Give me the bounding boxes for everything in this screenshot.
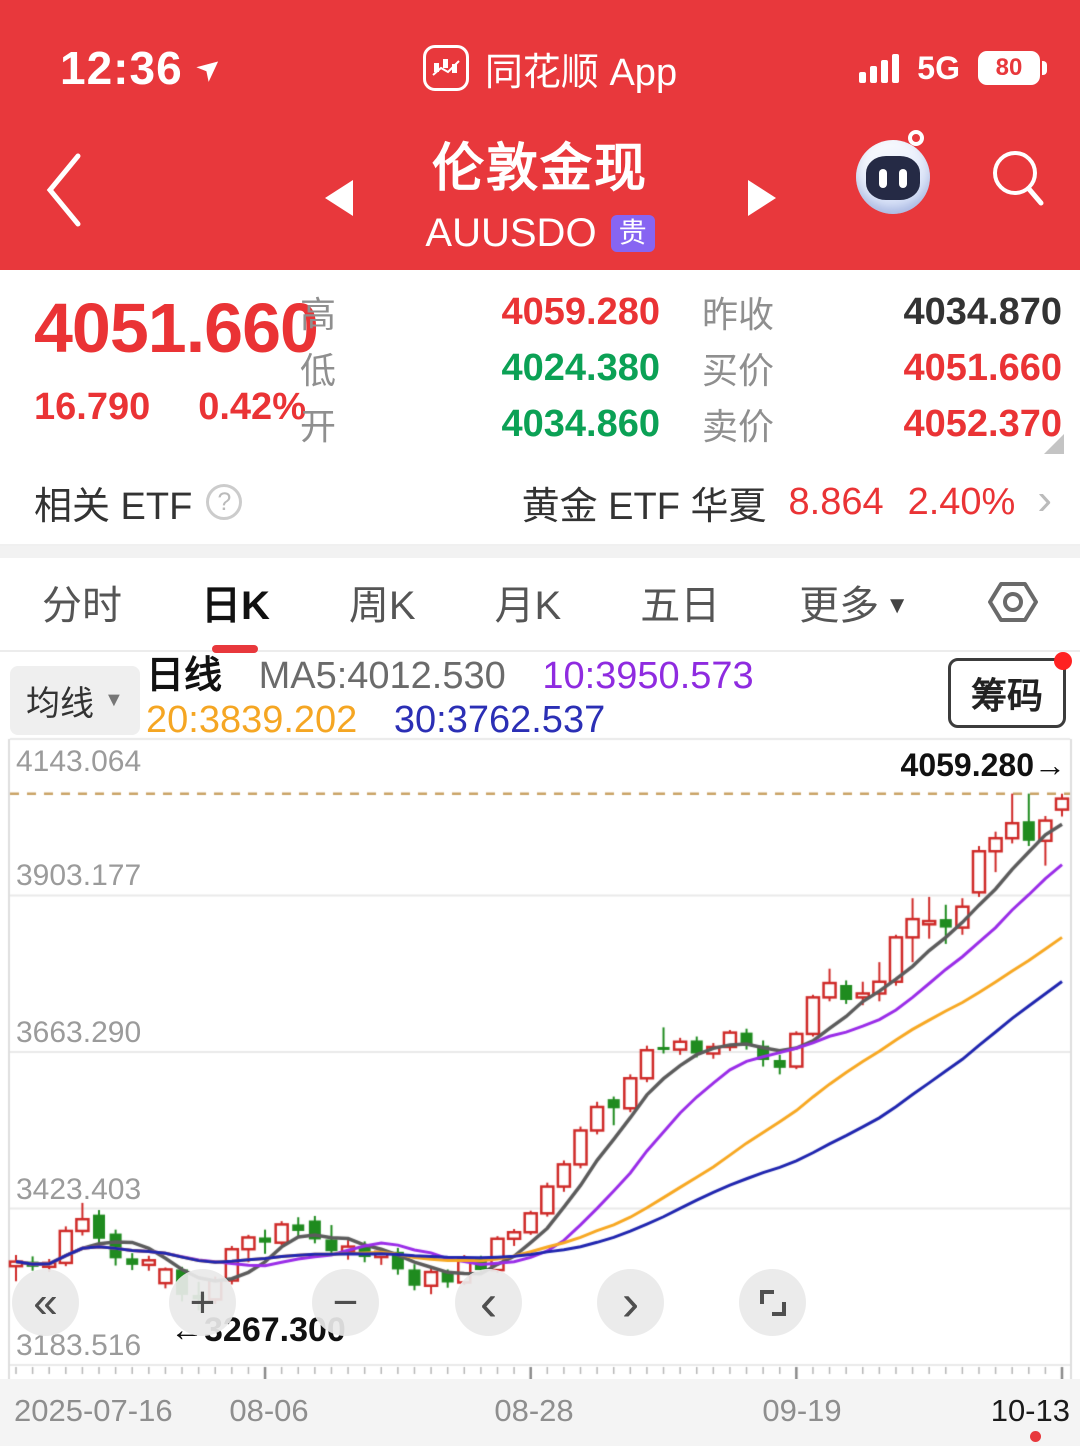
search-icon[interactable] xyxy=(988,146,1050,217)
plus-icon: + xyxy=(189,1277,216,1327)
app-name: 同花顺 App xyxy=(484,51,678,94)
chart-canvas[interactable] xyxy=(0,737,1080,1379)
prev-stock-button[interactable] xyxy=(325,180,353,216)
x-axis-date-current: 10-13 xyxy=(990,1393,1070,1428)
legend-ma10: 10:3950.573 xyxy=(542,655,754,697)
tab-five-day[interactable]: 五日 xyxy=(640,584,721,628)
legend-ma30: 30:3762.537 xyxy=(393,699,606,741)
chart-settings-gear-icon[interactable] xyxy=(987,575,1038,634)
quote-grid: 高 4059.280 昨收 4034.870 低 4024.380 买价 405… xyxy=(300,284,1062,452)
pan-left-button[interactable]: ‹ xyxy=(455,1269,522,1336)
tab-weekly-k[interactable]: 周K xyxy=(348,584,416,628)
rewind-button[interactable]: « xyxy=(12,1269,79,1336)
section-divider xyxy=(0,546,1080,558)
location-arrow-icon: ➤ xyxy=(188,47,230,89)
expand-corner-icon[interactable] xyxy=(1044,434,1064,454)
network-type: 5G xyxy=(917,49,960,86)
market-tag-badge: 贵 xyxy=(610,215,655,252)
x-axis-date: 08-06 xyxy=(229,1393,309,1428)
legend-ma5: MA5:4012.530 xyxy=(258,655,506,697)
ai-assistant-icon[interactable] xyxy=(856,130,930,214)
field-label: 卖价 xyxy=(702,406,775,447)
related-etf-row[interactable]: 相关 ETF ? 黄金 ETF 华夏 8.864 2.40% › xyxy=(0,460,1080,546)
ask-value: 4052.370 xyxy=(903,402,1063,445)
rewind-icon: « xyxy=(33,1277,58,1327)
back-button[interactable] xyxy=(40,148,86,237)
field-label: 低 xyxy=(300,350,337,391)
field-label: 开 xyxy=(300,406,337,447)
current-day-dot xyxy=(1030,1431,1041,1442)
status-bar: 12:36 ➤ 同花顺 App 5G 80 xyxy=(0,0,1080,118)
caret-down-icon: ▼ xyxy=(104,689,124,711)
chips-distribution-button[interactable]: 筹码 xyxy=(947,652,1072,728)
legend-ma20: 20:3839.202 xyxy=(146,699,358,741)
page-title: 伦敦金现 xyxy=(431,140,648,198)
chevron-right-icon: › xyxy=(621,1273,640,1332)
kline-chart: 4143.064 3903.177 3663.290 3423.403 3183… xyxy=(0,737,1080,1379)
nav-bar: 伦敦金现 AUUSDO 贵 xyxy=(0,118,1080,270)
symbol-code: AUUSDO xyxy=(425,211,597,255)
pan-right-button[interactable]: › xyxy=(597,1269,664,1336)
tab-more[interactable]: 更多 ▼ xyxy=(799,584,909,628)
prev-close-value: 4034.870 xyxy=(903,290,1063,333)
fullscreen-icon xyxy=(759,1289,786,1316)
y-axis-label: 3663.290 xyxy=(16,1016,142,1049)
x-axis-date: 2025-07-16 xyxy=(14,1393,173,1428)
zoom-out-button[interactable]: − xyxy=(312,1269,379,1336)
price-change-percent: 0.42% xyxy=(198,386,306,428)
x-axis-band: 2025-07-16 08-06 08-28 09-19 10-13 xyxy=(0,1379,1080,1446)
y-axis-label: 3423.403 xyxy=(16,1173,142,1206)
caret-down-icon: ▼ xyxy=(885,592,909,619)
minus-icon: − xyxy=(332,1277,359,1327)
chevron-right-icon: › xyxy=(1037,475,1052,524)
app-banner[interactable]: 同花顺 App xyxy=(422,41,678,96)
low-value: 4024.380 xyxy=(501,346,661,389)
status-time: 12:36 xyxy=(60,42,183,94)
chevron-left-icon: ‹ xyxy=(479,1273,498,1332)
ma-selector-button[interactable]: 均线 ▼ xyxy=(10,666,140,735)
y-axis-label: 4143.064 xyxy=(16,745,142,778)
title-block: 伦敦金现 AUUSDO 贵 xyxy=(330,126,750,256)
x-axis-date: 08-28 xyxy=(494,1393,574,1428)
price-change: 16.790 xyxy=(34,386,151,428)
tab-minute[interactable]: 分时 xyxy=(42,584,122,628)
ma-values: 日线 MA5:4012.530 10:3950.573 20:3839.202 … xyxy=(146,654,946,742)
etf-price: 8.864 xyxy=(788,480,884,523)
help-icon[interactable]: ? xyxy=(206,484,243,520)
y-axis-label: 3903.177 xyxy=(16,859,142,892)
x-axis-date: 09-19 xyxy=(762,1393,842,1428)
bid-value: 4051.660 xyxy=(903,346,1063,389)
field-label: 买价 xyxy=(702,350,775,391)
open-value: 4034.860 xyxy=(501,402,661,445)
period-high-marker: 4059.280→ xyxy=(900,747,1066,783)
header: 12:36 ➤ 同花顺 App 5G 80 xyxy=(0,0,1080,270)
tab-monthly-k[interactable]: 月K xyxy=(494,584,562,628)
battery-icon: 80 xyxy=(977,51,1047,85)
related-etf-label: 相关 ETF xyxy=(34,485,193,528)
fullscreen-button[interactable] xyxy=(739,1269,806,1336)
chart-legend-row: 均线 ▼ 日线 MA5:4012.530 10:3950.573 20:3839.… xyxy=(0,652,1080,741)
battery-percent: 80 xyxy=(995,54,1023,81)
etf-name: 黄金 ETF 华夏 xyxy=(521,485,767,528)
next-stock-button[interactable] xyxy=(748,180,776,216)
quote-panel[interactable]: 4051.660 16.790 0.42% 高 4059.280 昨收 4034… xyxy=(0,270,1080,460)
legend-period: 日线 xyxy=(146,655,223,697)
cellular-signal-icon xyxy=(859,53,900,83)
field-label: 高 xyxy=(300,294,337,335)
field-label: 昨收 xyxy=(702,294,775,335)
app-logo-icon xyxy=(422,45,469,91)
zoom-in-button[interactable]: + xyxy=(169,1269,236,1336)
high-value: 4059.280 xyxy=(501,290,661,333)
tab-daily-k[interactable]: 日K xyxy=(201,573,270,635)
period-tabs: 分时 日K 周K 月K 五日 更多 ▼ xyxy=(0,558,1080,652)
notification-dot xyxy=(1054,652,1072,670)
etf-change-percent: 2.40% xyxy=(907,480,1016,523)
last-price: 4051.660 xyxy=(34,289,319,367)
